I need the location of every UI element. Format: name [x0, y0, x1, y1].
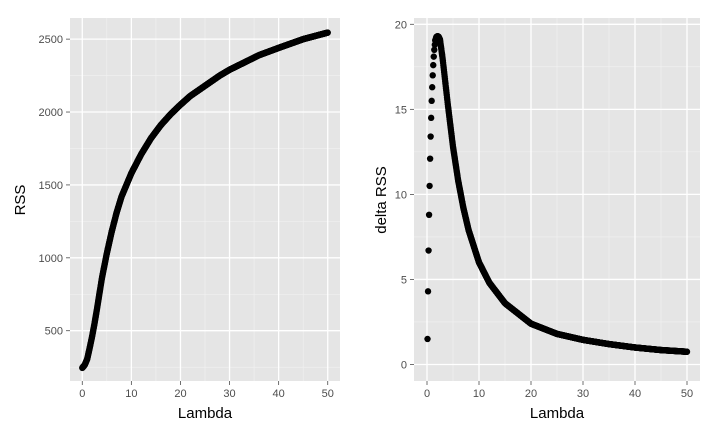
delta-rss-data-point: [425, 211, 433, 219]
delta-rss-y-tick-label: 10: [395, 189, 407, 201]
rss-y-tick-label: 1500: [39, 180, 63, 192]
delta-rss-data-point: [424, 288, 432, 295]
delta-rss-panel: 0 10 20 30 40 50 0 5 10 15 20 Lambda delta RSS: [373, 18, 700, 422]
rss-y-tick-label: 2500: [39, 34, 63, 46]
delta-rss-x-tick-label: 50: [681, 388, 693, 400]
delta-rss-x-axis-title: Lambda: [530, 405, 585, 422]
delta-rss-data-point: [430, 61, 437, 69]
rss-x-tick-label: 30: [223, 388, 235, 400]
delta-rss-data-point: [428, 97, 435, 105]
delta-rss-data-point: [683, 348, 691, 355]
rss-y-tick-label: 1000: [39, 253, 63, 265]
delta-rss-x-tick-label: 20: [525, 388, 537, 400]
rss-panel: 0 10 20 30 40 50 500 1000 1500 2000 2500 Lambda RS…: [12, 18, 340, 422]
delta-rss-y-axis-title: delta RSS: [373, 166, 390, 234]
delta-rss-y-tick-label: 5: [401, 274, 407, 286]
rss-x-tick-label: 10: [125, 388, 137, 400]
delta-rss-ticks: 0 10 20 30 40 50 0 5 10 15 20: [395, 19, 693, 400]
delta-rss-data-point: [425, 247, 432, 254]
rss-x-tick-label: 40: [273, 388, 285, 400]
delta-rss-x-tick-label: 30: [577, 388, 589, 400]
rss-y-axis-title: RSS: [12, 185, 29, 216]
delta-rss-y-tick-label: 15: [395, 104, 407, 116]
delta-rss-data-point: [429, 84, 436, 91]
rss-x-tick-label: 20: [174, 388, 186, 400]
delta-rss-y-tick-label: 0: [401, 360, 407, 372]
delta-rss-data-point: [426, 155, 434, 162]
delta-rss-data-point: [429, 72, 436, 79]
delta-rss-y-tick-label: 20: [395, 19, 407, 31]
delta-rss-data-point: [427, 133, 434, 140]
delta-rss-x-tick-label: 10: [473, 388, 485, 400]
delta-rss-data-point: [424, 335, 431, 343]
delta-rss-data-point: [426, 182, 433, 190]
rss-x-tick-label: 50: [322, 388, 334, 400]
rss-points: [79, 29, 331, 372]
rss-x-axis-title: Lambda: [178, 405, 233, 422]
delta-rss-points: [424, 33, 691, 355]
delta-rss-x-tick-label: 0: [424, 388, 430, 400]
rss-y-tick-label: 500: [45, 326, 63, 338]
rss-data-point: [324, 29, 331, 36]
delta-rss-data-point: [427, 114, 435, 122]
rss-gridlines: [70, 18, 340, 381]
rss-x-tick-label: 0: [79, 388, 85, 400]
rss-ticks: 0 10 20 30 40 50 500 1000 1500 2000 2500: [39, 34, 334, 400]
delta-rss-x-tick-label: 40: [629, 388, 641, 400]
delta-rss-data-point: [430, 53, 437, 60]
delta-rss-data-point: [431, 46, 438, 54]
delta-rss-gridlines: [414, 18, 700, 381]
rss-y-tick-label: 2000: [39, 107, 63, 119]
